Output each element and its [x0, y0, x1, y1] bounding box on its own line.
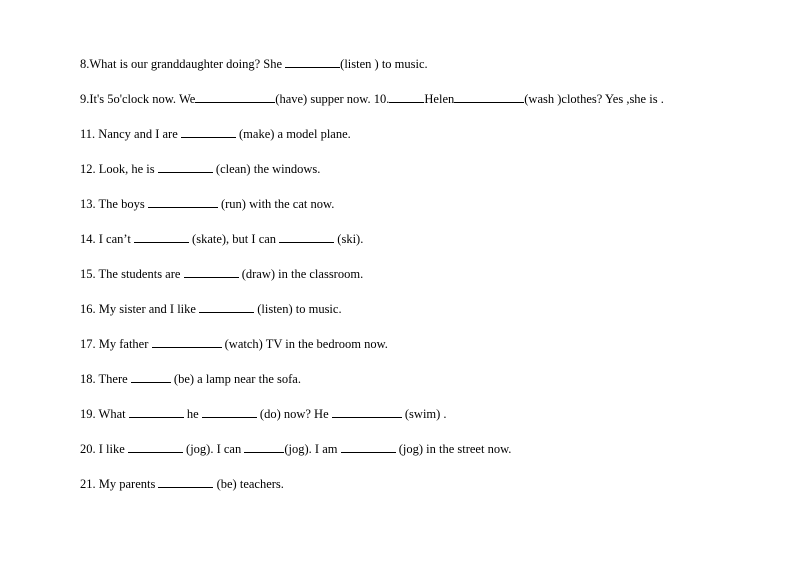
blank[interactable]	[131, 370, 171, 383]
text: 11. Nancy and I are	[80, 127, 181, 141]
text: (clean) the windows.	[213, 162, 321, 176]
question-17: 17. My father (watch) TV in the bedroom …	[80, 335, 720, 352]
text: 15. The students are	[80, 267, 184, 281]
question-11: 11. Nancy and I are (make) a model plane…	[80, 125, 720, 142]
text: (swim) .	[402, 407, 447, 421]
text: (be) teachers.	[213, 477, 283, 491]
blank[interactable]	[454, 90, 524, 103]
question-19: 19. What he (do) now? He (swim) .	[80, 405, 720, 422]
text: (wash )clothes? Yes ,she is .	[524, 92, 664, 106]
text: (listen) to music.	[254, 302, 342, 316]
blank[interactable]	[158, 160, 213, 173]
text: (listen ) to music.	[340, 57, 428, 71]
blank[interactable]	[279, 230, 334, 243]
text: (skate), but I can	[189, 232, 279, 246]
text: (ski).	[334, 232, 363, 246]
text: 20. I like	[80, 442, 128, 456]
question-13: 13. The boys (run) with the cat now.	[80, 195, 720, 212]
text: 21. My parents	[80, 477, 158, 491]
text: 19. What	[80, 407, 129, 421]
text: (be) a lamp near the sofa.	[171, 372, 301, 386]
text: 13. The boys	[80, 197, 148, 211]
blank[interactable]	[129, 405, 184, 418]
text: (jog). I can	[183, 442, 244, 456]
blank[interactable]	[128, 440, 183, 453]
text: 12. Look, he is	[80, 162, 158, 176]
question-9-10: 9.It's 5o'clock now. We (have) supper now…	[80, 90, 720, 107]
text: 8.What is our granddaughter doing? She	[80, 57, 285, 71]
blank[interactable]	[181, 125, 236, 138]
text: he	[184, 407, 202, 421]
question-16: 16. My sister and I like (listen) to mus…	[80, 300, 720, 317]
question-12: 12. Look, he is (clean) the windows.	[80, 160, 720, 177]
blank[interactable]	[202, 405, 257, 418]
blank[interactable]	[158, 475, 213, 488]
question-18: 18. There (be) a lamp near the sofa.	[80, 370, 720, 387]
blank[interactable]	[341, 440, 396, 453]
text: (do) now? He	[257, 407, 332, 421]
blank[interactable]	[148, 195, 218, 208]
blank[interactable]	[195, 90, 275, 103]
blank[interactable]	[389, 90, 424, 103]
text: (have) supper now. 10.	[275, 92, 389, 106]
text: Helen	[424, 92, 454, 106]
question-8: 8.What is our granddaughter doing? She (…	[80, 55, 720, 72]
text: 16. My sister and I like	[80, 302, 199, 316]
worksheet-page: 8.What is our granddaughter doing? She (…	[0, 0, 800, 492]
blank[interactable]	[199, 300, 254, 313]
text: 17. My father	[80, 337, 152, 351]
blank[interactable]	[332, 405, 402, 418]
question-15: 15. The students are (draw) in the class…	[80, 265, 720, 282]
question-21: 21. My parents (be) teachers.	[80, 475, 720, 492]
text: 9.It's 5o'clock now. We	[80, 92, 195, 106]
blank[interactable]	[244, 440, 284, 453]
blank[interactable]	[285, 55, 340, 68]
text: (draw) in the classroom.	[239, 267, 364, 281]
blank[interactable]	[184, 265, 239, 278]
text: (run) with the cat now.	[218, 197, 335, 211]
text: 18. There	[80, 372, 131, 386]
blank[interactable]	[134, 230, 189, 243]
question-14: 14. I can’t (skate), but I can (ski).	[80, 230, 720, 247]
question-20: 20. I like (jog). I can (jog). I am (jog…	[80, 440, 720, 457]
text: (watch) TV in the bedroom now.	[222, 337, 388, 351]
text: (jog). I am	[284, 442, 340, 456]
text: 14. I can’t	[80, 232, 134, 246]
blank[interactable]	[152, 335, 222, 348]
text: (jog) in the street now.	[396, 442, 512, 456]
text: (make) a model plane.	[236, 127, 351, 141]
